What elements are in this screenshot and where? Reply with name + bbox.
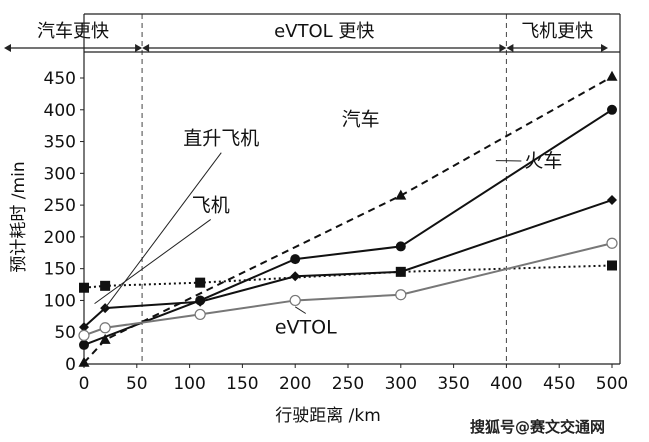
region-arrowhead (499, 44, 507, 52)
marker-triangle (78, 356, 90, 367)
marker-circle (79, 339, 89, 350)
series-layer (78, 70, 618, 367)
y-tick-label: 300 (44, 164, 76, 184)
marker-circle (395, 241, 406, 252)
series-line (83, 264, 613, 289)
y-tick-label: 0 (65, 355, 76, 375)
x-tick-label: 450 (543, 374, 575, 394)
y-tick-label: 150 (44, 260, 76, 280)
marker-open-circle (606, 237, 618, 249)
marker-open-circle (78, 329, 90, 341)
marker-square (79, 282, 89, 293)
x-tick-label: 250 (332, 374, 364, 394)
x-tick-label: 100 (173, 374, 205, 394)
series-line (83, 199, 613, 328)
watermark: 搜狐号@赛文交通网 (470, 418, 606, 436)
y-tick-label: 100 (44, 291, 76, 311)
marker-diamond (607, 195, 617, 206)
region-arrowhead (4, 44, 11, 52)
annotation-label: 直升飞机 (183, 128, 259, 150)
region-arrowhead (135, 44, 143, 52)
x-axis-label: 行驶距离 /km (275, 406, 381, 426)
x-tick-label: 0 (79, 374, 90, 394)
marker-square (395, 266, 406, 277)
region-label: 汽车更快 (37, 21, 109, 42)
series-line (83, 242, 613, 337)
marker-circle (290, 254, 301, 265)
y-tick-label: 350 (44, 133, 76, 153)
region-label: eVTOL 更快 (274, 21, 374, 42)
marker-triangle (395, 189, 407, 200)
x-tick-label: 350 (437, 374, 469, 394)
marker-open-circle (289, 294, 301, 307)
x-tick-label: 500 (596, 374, 628, 394)
marker-triangle (606, 70, 618, 81)
marker-square (100, 280, 111, 291)
x-tick-label: 300 (385, 374, 417, 394)
annotation-leader (294, 306, 307, 314)
marker-diamond (79, 322, 89, 333)
marker-triangle (99, 333, 111, 344)
region-band: 汽车更快 eVTOL 更快 飞机更快 (4, 14, 608, 364)
x-tick-label: 50 (126, 374, 148, 394)
marker-open-circle (99, 322, 111, 334)
x-tick-label: 150 (226, 374, 258, 394)
marker-square (607, 260, 617, 271)
marker-diamond (290, 271, 301, 282)
region-arrowhead (142, 44, 150, 52)
annotation-label: 火车 (524, 150, 562, 172)
y-tick-label: 450 (44, 69, 76, 89)
y-tick-label: 250 (44, 196, 76, 216)
annotation-label: 飞机 (192, 194, 230, 216)
region-arrowhead (601, 44, 608, 52)
annotation-label: 汽车 (342, 109, 380, 131)
marker-diamond (195, 296, 206, 307)
region-label: 飞机更快 (521, 21, 593, 42)
marker-open-circle (194, 308, 206, 321)
y-tick-label: 200 (44, 228, 76, 248)
marker-open-circle (395, 289, 407, 301)
y-tick-label: 400 (44, 101, 76, 121)
y-tick-label: 50 (54, 323, 76, 343)
annotation-leader (94, 219, 212, 305)
annotation-label: eVTOL (275, 316, 337, 338)
x-tick-label: 400 (490, 374, 522, 394)
region-arrowhead (506, 44, 514, 52)
y-axis-label: 预计耗时 /min (9, 161, 29, 272)
series-line (83, 75, 613, 364)
x-tick-label: 200 (279, 374, 311, 394)
marker-square (195, 277, 206, 288)
marker-circle (607, 104, 617, 115)
axes: 0 50 100 150 200 250 300 350 400 450 500 0 50 100 150 2… (44, 13, 628, 394)
